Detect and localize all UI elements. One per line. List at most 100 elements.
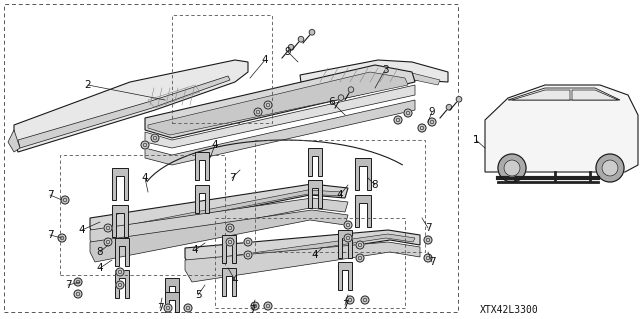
Text: 5: 5 (195, 290, 202, 300)
Circle shape (446, 105, 452, 110)
Polygon shape (300, 60, 448, 90)
Text: 4: 4 (212, 140, 218, 150)
Circle shape (226, 238, 234, 246)
Circle shape (74, 278, 82, 286)
Polygon shape (93, 190, 342, 236)
Polygon shape (90, 198, 348, 250)
Text: 7: 7 (157, 303, 163, 313)
Text: 7: 7 (47, 190, 53, 200)
Circle shape (346, 296, 354, 304)
Polygon shape (90, 210, 348, 262)
Circle shape (309, 29, 315, 35)
Polygon shape (115, 270, 129, 298)
Polygon shape (14, 60, 248, 152)
Circle shape (356, 241, 364, 249)
Polygon shape (572, 90, 618, 100)
Circle shape (418, 124, 426, 132)
Polygon shape (185, 242, 420, 282)
Text: 4: 4 (141, 173, 148, 183)
Circle shape (456, 96, 462, 102)
Text: 7: 7 (342, 300, 348, 310)
Circle shape (104, 238, 112, 246)
Circle shape (141, 141, 149, 149)
Circle shape (361, 296, 369, 304)
Polygon shape (145, 100, 415, 165)
Circle shape (104, 224, 112, 232)
Circle shape (498, 154, 526, 182)
Polygon shape (18, 76, 230, 148)
Bar (215, 218, 405, 308)
Polygon shape (512, 90, 570, 100)
Circle shape (288, 44, 294, 50)
Polygon shape (222, 235, 236, 263)
Text: 4: 4 (79, 225, 85, 235)
Text: 2: 2 (84, 80, 92, 90)
Circle shape (254, 108, 262, 116)
Text: 9: 9 (429, 107, 435, 117)
Circle shape (424, 254, 432, 262)
Text: 1: 1 (473, 135, 479, 145)
Circle shape (504, 160, 520, 176)
Polygon shape (145, 85, 415, 148)
Circle shape (356, 254, 364, 262)
Circle shape (394, 116, 402, 124)
Circle shape (151, 134, 159, 142)
Polygon shape (195, 185, 209, 213)
Polygon shape (112, 205, 128, 237)
Circle shape (338, 95, 344, 100)
Circle shape (344, 221, 352, 229)
Text: 8: 8 (372, 180, 378, 190)
Text: 7: 7 (47, 230, 53, 240)
Text: 4: 4 (97, 263, 103, 273)
Circle shape (264, 302, 272, 310)
Text: 4: 4 (262, 55, 268, 65)
Circle shape (428, 118, 436, 126)
Polygon shape (508, 88, 620, 100)
Bar (172, 15, 272, 123)
Circle shape (251, 302, 259, 310)
Polygon shape (115, 238, 129, 266)
Text: 7: 7 (425, 223, 431, 233)
Text: 7: 7 (228, 173, 236, 183)
Text: 4: 4 (232, 275, 238, 285)
Bar (255, 140, 425, 252)
Circle shape (164, 304, 172, 312)
Circle shape (424, 236, 432, 244)
Polygon shape (185, 230, 420, 270)
Circle shape (344, 234, 352, 242)
Polygon shape (195, 152, 209, 180)
Circle shape (264, 101, 272, 109)
Circle shape (244, 251, 252, 259)
Circle shape (74, 290, 82, 298)
Polygon shape (188, 234, 415, 268)
Circle shape (226, 224, 234, 232)
Text: 7: 7 (429, 257, 435, 267)
Circle shape (184, 304, 192, 312)
Polygon shape (355, 158, 371, 190)
Polygon shape (305, 70, 440, 92)
Polygon shape (8, 130, 20, 152)
Polygon shape (112, 168, 128, 200)
Circle shape (348, 87, 354, 93)
Circle shape (596, 154, 624, 182)
Bar (4, 4, 458, 312)
Polygon shape (338, 262, 352, 290)
Circle shape (58, 234, 66, 242)
Polygon shape (165, 292, 179, 312)
Polygon shape (308, 148, 322, 176)
Circle shape (116, 268, 124, 276)
Circle shape (244, 238, 252, 246)
Text: XTX42L3300: XTX42L3300 (480, 305, 539, 315)
Circle shape (298, 36, 304, 42)
Text: 8: 8 (97, 247, 103, 257)
Text: 7: 7 (249, 305, 255, 315)
Circle shape (404, 109, 412, 117)
Text: 4: 4 (312, 250, 318, 260)
Circle shape (61, 196, 69, 204)
Polygon shape (145, 65, 415, 138)
Polygon shape (165, 278, 179, 306)
Polygon shape (355, 195, 371, 227)
Text: 3: 3 (381, 65, 388, 75)
Text: 9: 9 (285, 47, 291, 57)
Text: 1: 1 (473, 135, 479, 145)
